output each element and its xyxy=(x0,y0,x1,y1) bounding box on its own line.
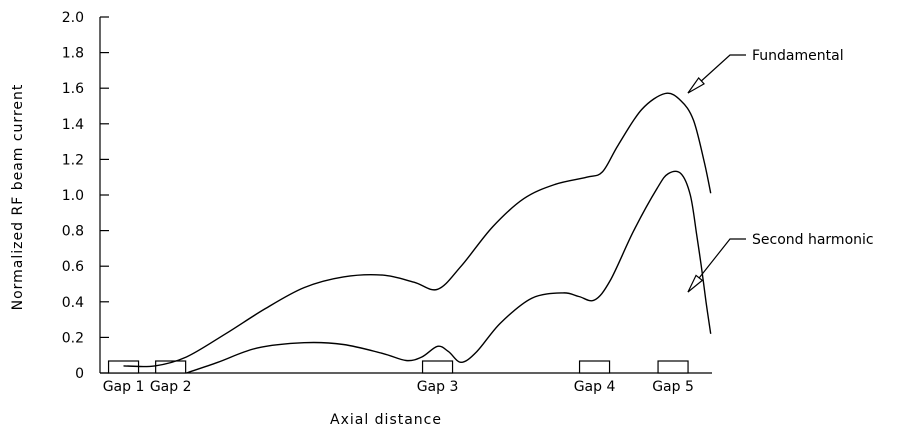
annotations: Fundamental Second harmonic xyxy=(687,48,874,293)
y-axis-title: Normalized RF beam current xyxy=(10,84,26,311)
fundamental-line xyxy=(123,92,712,368)
gap-label: Gap 3 xyxy=(417,379,459,395)
annotation-label: Second harmonic xyxy=(752,232,874,248)
gap-marker xyxy=(421,360,454,374)
annotation-label: Fundamental xyxy=(752,48,844,64)
y-axis: 0 0.2 0.4 0.6 0.8 1.0 1.2 1.4 1.6 1.8 2.0 xyxy=(62,10,109,382)
gap-marker xyxy=(657,360,689,374)
annotation-leader xyxy=(687,54,746,94)
y-tick-label: 1.6 xyxy=(62,81,84,97)
gap-markers: Gap 1 Gap 2 Gap 3 Gap 4 Gap 5 xyxy=(103,360,694,395)
x-axis-title: Axial distance xyxy=(330,412,442,428)
gap-label: Gap 1 xyxy=(103,379,145,395)
y-tick-label: 0.8 xyxy=(62,224,84,240)
series-group xyxy=(123,92,712,374)
y-tick-label: 2.0 xyxy=(62,10,84,26)
annotation-arrowhead xyxy=(687,274,704,293)
gap-label: Gap 4 xyxy=(574,379,616,395)
gap-label: Gap 5 xyxy=(652,379,694,395)
y-tick-label: 0.6 xyxy=(62,259,84,275)
gap-marker xyxy=(578,360,611,374)
y-tick-label: 0 xyxy=(75,366,84,382)
annotation-arrowhead xyxy=(687,77,705,94)
y-tick-label: 1.4 xyxy=(62,117,84,133)
annotation-leader xyxy=(687,238,746,293)
second-harmonic-line xyxy=(186,170,712,374)
y-tick-label: 1.8 xyxy=(62,46,84,62)
y-tick-label: 0.2 xyxy=(62,330,84,346)
y-tick-label: 1.2 xyxy=(62,152,84,168)
y-tick-label: 0.4 xyxy=(62,295,84,311)
y-tick-label: 1.0 xyxy=(62,188,84,204)
gap-label: Gap 2 xyxy=(150,379,192,395)
